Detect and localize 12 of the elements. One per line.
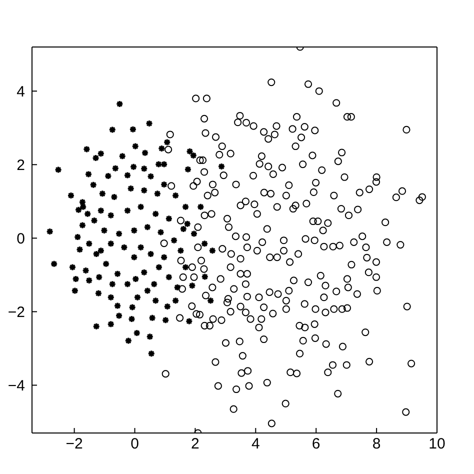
- x-tick-label: 0: [130, 436, 139, 453]
- x-tick-label: 2: [191, 436, 200, 453]
- x-tick-label: 6: [312, 436, 320, 453]
- x-tick-label: −2: [66, 436, 83, 453]
- y-tick-label: −2: [8, 304, 25, 322]
- x-tick-label: 8: [372, 436, 381, 453]
- y-tick-label: −4: [8, 378, 25, 395]
- y-tick-label: 0: [16, 230, 25, 248]
- y-tick-label: 4: [16, 83, 25, 100]
- x-tick-label: 10: [428, 436, 446, 453]
- x-tick-label: 4: [251, 436, 260, 453]
- y-tick-label: 2: [16, 156, 25, 174]
